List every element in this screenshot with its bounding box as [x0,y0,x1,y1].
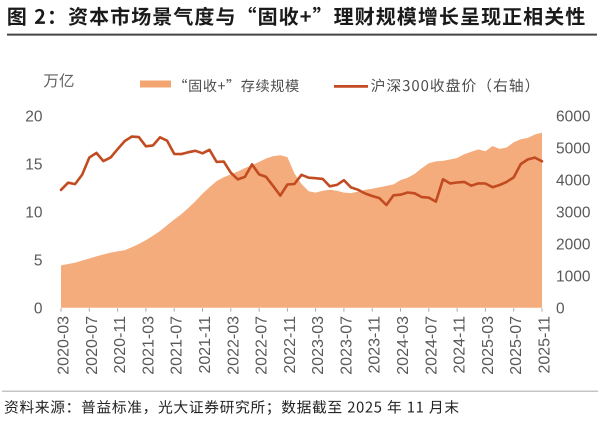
svg-text:2021-07: 2021-07 [169,316,186,375]
svg-text:2024-11: 2024-11 [452,316,469,374]
svg-text:2022-11: 2022-11 [282,316,299,374]
svg-text:0: 0 [556,300,565,317]
svg-text:2021-03: 2021-03 [140,316,157,375]
svg-text:2000: 2000 [556,236,591,253]
svg-text:0: 0 [34,300,43,317]
svg-text:2025-11: 2025-11 [537,316,554,374]
svg-text:2023-03: 2023-03 [310,316,327,375]
svg-text:2025-03: 2025-03 [480,316,497,375]
svg-text:2021-11: 2021-11 [197,316,214,374]
svg-text:1000: 1000 [556,268,591,285]
svg-text:15: 15 [25,156,42,173]
svg-text:2020-07: 2020-07 [84,316,101,375]
svg-text:2023-07: 2023-07 [338,316,355,375]
svg-text:5: 5 [34,252,43,269]
svg-text:5000: 5000 [556,141,591,158]
svg-text:2022-07: 2022-07 [254,316,271,375]
svg-text:2020-11: 2020-11 [112,316,129,374]
svg-text:2024-07: 2024-07 [423,316,440,375]
svg-text:10: 10 [25,204,43,221]
svg-text:4000: 4000 [556,173,591,190]
svg-text:2025-07: 2025-07 [508,316,525,375]
svg-text:2020-03: 2020-03 [56,316,73,375]
svg-text:2024-03: 2024-03 [395,316,412,375]
svg-text:20: 20 [25,108,43,125]
svg-text:6000: 6000 [556,109,591,126]
svg-text:3000: 3000 [556,205,591,222]
svg-text:2022-03: 2022-03 [225,316,242,375]
svg-text:2023-11: 2023-11 [367,316,384,374]
